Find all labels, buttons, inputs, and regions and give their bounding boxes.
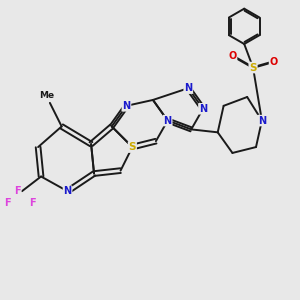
Text: N: N (122, 101, 130, 111)
Text: S: S (249, 63, 257, 73)
Text: N: N (64, 186, 72, 196)
Text: F: F (4, 198, 11, 208)
Text: N: N (184, 83, 192, 93)
Text: N: N (258, 116, 266, 126)
Text: N: N (164, 116, 172, 126)
Text: F: F (29, 198, 35, 208)
Text: F: F (14, 186, 21, 196)
Text: N: N (199, 104, 207, 114)
Text: O: O (228, 51, 237, 61)
Text: O: O (269, 57, 278, 67)
Text: Me: Me (39, 91, 55, 100)
Text: S: S (129, 142, 136, 152)
